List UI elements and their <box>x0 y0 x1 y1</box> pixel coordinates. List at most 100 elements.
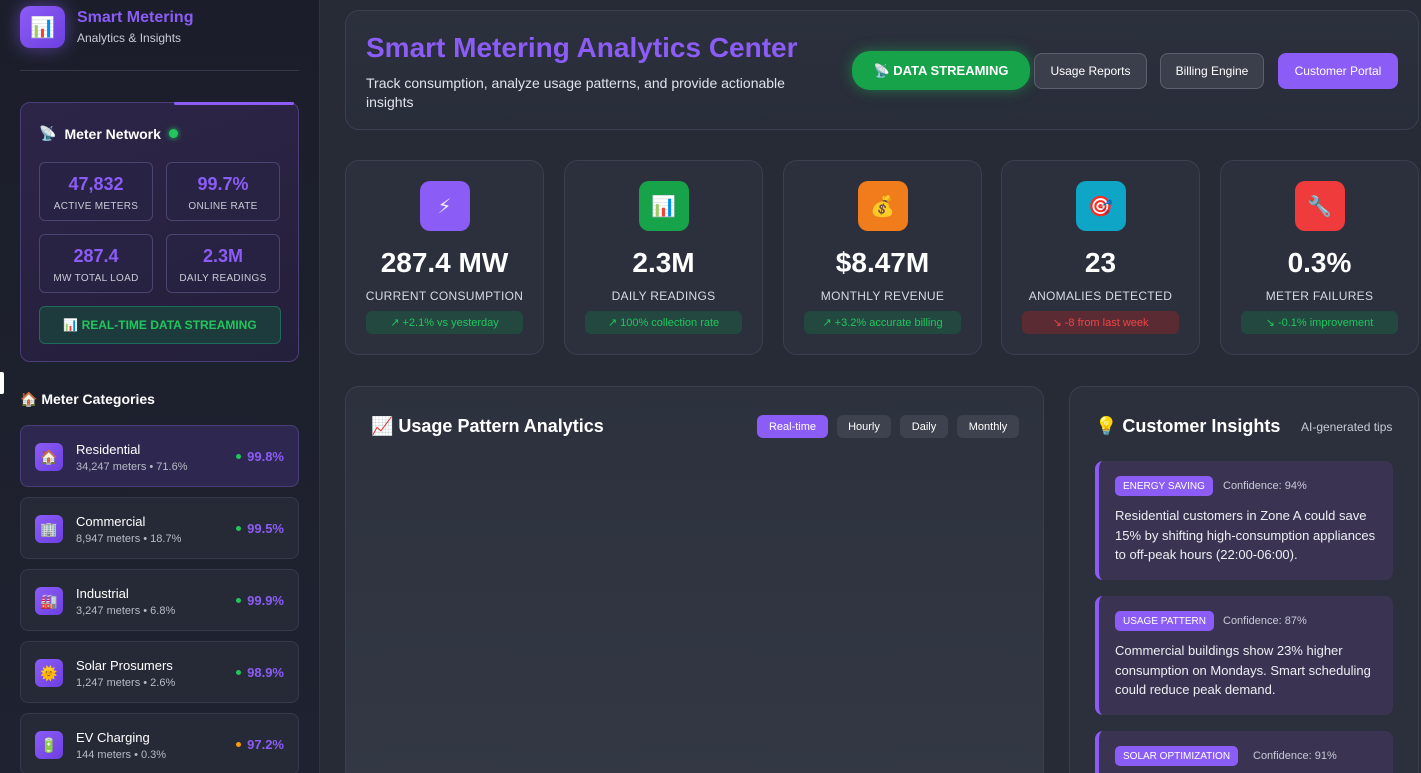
insight-confidence: Confidence: 91% <box>1253 750 1337 762</box>
insight-tag: USAGE PATTERN <box>1115 611 1214 631</box>
realtime-streaming-button[interactable]: 📊 REAL-TIME DATA STREAMING <box>39 306 281 344</box>
category-name: EV Charging <box>76 730 150 745</box>
bar-chart-icon: 📊 <box>638 181 689 231</box>
stat-label: MW TOTAL LOAD <box>53 273 139 284</box>
meter-network-title: 📡 Meter Network <box>39 125 178 142</box>
stat-online-rate: 99.7% ONLINE RATE <box>166 162 280 221</box>
category-rate-value: 97.2% <box>247 737 284 752</box>
kpi-monthly-revenue: 💰 $8.47M MONTHLY REVENUE ↗ +3.2% accurat… <box>783 160 982 355</box>
kpi-meter-failures: 🔧 0.3% METER FAILURES ↘ -0.1% improvemen… <box>1220 160 1419 355</box>
status-dot <box>236 742 242 747</box>
category-name: Residential <box>76 442 141 457</box>
tab-hourly[interactable]: Hourly <box>837 415 891 438</box>
tab-monthly[interactable]: Monthly <box>957 415 1019 438</box>
customer-portal-button[interactable]: Customer Portal <box>1278 53 1398 89</box>
house-icon: 🏠 <box>35 443 63 471</box>
category-rate-value: 99.5% <box>247 521 284 536</box>
scroll-marker <box>0 372 4 394</box>
status-dot <box>236 454 242 459</box>
kpi-current-consumption: ⚡ 287.4 MW CURRENT CONSUMPTION ↗ +2.1% v… <box>345 160 544 355</box>
kpi-value: 0.3% <box>1287 247 1352 278</box>
category-solar-prosumers[interactable]: 🌞 Solar Prosumers 1,247 meters • 2.6% 98… <box>20 641 299 703</box>
stat-active-meters: 47,832 ACTIVE METERS <box>39 162 153 221</box>
online-status-dot <box>168 129 178 138</box>
kpi-change: ↘ -0.1% improvement <box>1241 311 1398 334</box>
billing-engine-button[interactable]: Billing Engine <box>1160 53 1264 89</box>
stat-value: 2.3M <box>202 246 244 266</box>
insight-card[interactable]: USAGE PATTERN Confidence: 87% Commercial… <box>1095 596 1393 715</box>
kpi-value: 23 <box>1084 247 1117 278</box>
insight-tag: SOLAR OPTIMIZATION <box>1115 746 1239 766</box>
battery-icon: 🔋 <box>35 731 63 759</box>
category-meta: 3,247 meters • 6.8% <box>76 605 176 617</box>
card-accent-line <box>174 102 294 105</box>
lightning-icon: ⚡ <box>419 181 470 231</box>
category-meta: 8,947 meters • 18.7% <box>76 533 182 545</box>
page-description: Track consumption, analyze usage pattern… <box>366 75 785 110</box>
bar-chart-icon: 📊 <box>20 6 65 48</box>
insight-card[interactable]: ENERGY SAVING Confidence: 94% Residentia… <box>1095 461 1393 580</box>
insight-card[interactable]: SOLAR OPTIMIZATION Confidence: 91% <box>1095 731 1393 773</box>
wrench-icon: 🔧 <box>1294 181 1345 231</box>
tab-daily[interactable]: Daily <box>900 415 948 438</box>
kpi-value: 287.4 MW <box>380 247 509 278</box>
category-industrial[interactable]: 🏭 Industrial 3,247 meters • 6.8% 99.9% <box>20 569 299 631</box>
office-building-icon: 🏢 <box>35 515 63 543</box>
status-dot <box>236 670 242 675</box>
meter-network-label: Meter Network <box>64 125 161 142</box>
brand[interactable]: 📊 Smart Metering Analytics & Insights <box>20 6 193 48</box>
kpi-label: MONTHLY REVENUE <box>820 289 945 303</box>
usage-reports-button[interactable]: Usage Reports <box>1034 53 1147 89</box>
category-meta: 34,247 meters • 71.6% <box>76 461 188 473</box>
stat-total-load: 287.4 MW TOTAL LOAD <box>39 234 153 293</box>
category-residential[interactable]: 🏠 Residential 34,247 meters • 71.6% 99.8… <box>20 425 299 487</box>
category-rate-value: 99.8% <box>247 449 284 464</box>
category-meta: 1,247 meters • 2.6% <box>76 677 176 689</box>
category-ev-charging[interactable]: 🔋 EV Charging 144 meters • 0.3% 97.2% <box>20 713 299 773</box>
kpi-value: $8.47M <box>835 247 930 278</box>
usage-pattern-panel: 📈 Usage Pattern Analytics Real-time Hour… <box>345 386 1044 773</box>
sun-icon: 🌞 <box>35 659 63 687</box>
category-commercial[interactable]: 🏢 Commercial 8,947 meters • 18.7% 99.5% <box>20 497 299 559</box>
category-name: Solar Prosumers <box>76 658 173 673</box>
category-rate-value: 98.9% <box>247 665 284 680</box>
page-title: Smart Metering Analytics Center <box>366 32 798 63</box>
category-rate: 99.9% <box>236 593 284 608</box>
status-dot <box>236 598 242 603</box>
divider <box>20 70 299 71</box>
category-rate: 99.8% <box>236 449 284 464</box>
insight-tag: ENERGY SAVING <box>1115 476 1213 496</box>
stat-label: ONLINE RATE <box>188 201 258 212</box>
factory-icon: 🏭 <box>35 587 63 615</box>
stat-label: DAILY READINGS <box>179 273 267 284</box>
kpi-change: ↗ 100% collection rate <box>585 311 742 334</box>
brand-subtitle: Analytics & Insights <box>77 31 182 45</box>
target-icon: 🎯 <box>1075 181 1126 231</box>
category-rate: 97.2% <box>236 737 284 752</box>
status-dot <box>236 526 242 531</box>
insight-text: Commercial buildings show 23% higher con… <box>1115 643 1371 697</box>
kpi-change: ↗ +3.2% accurate billing <box>804 311 961 334</box>
kpi-change: ↗ +2.1% vs yesterday <box>366 311 523 334</box>
money-bag-icon: 💰 <box>857 181 908 231</box>
insight-confidence: Confidence: 87% <box>1223 615 1307 627</box>
tab-real-time[interactable]: Real-time <box>757 415 828 438</box>
kpi-label: METER FAILURES <box>1265 289 1374 303</box>
kpi-change: ↘ -8 from last week <box>1022 311 1179 334</box>
category-rate: 98.9% <box>236 665 284 680</box>
insights-subtitle: AI-generated tips <box>1301 420 1393 434</box>
stat-value: 287.4 <box>73 246 119 266</box>
customer-insights-panel: 💡 Customer Insights AI-generated tips EN… <box>1069 386 1419 773</box>
insight-confidence: Confidence: 94% <box>1223 480 1307 492</box>
stat-value: 47,832 <box>68 174 124 194</box>
brand-title: Smart Metering <box>77 9 194 26</box>
kpi-label: ANOMALIES DETECTED <box>1028 289 1173 303</box>
kpi-label: DAILY READINGS <box>611 289 716 303</box>
data-streaming-button[interactable]: 📡 DATA STREAMING <box>852 51 1030 90</box>
category-name: Commercial <box>76 514 146 529</box>
satellite-icon: 📡 <box>39 125 57 141</box>
meter-network-card: 📡 Meter Network 47,832 ACTIVE METERS 99.… <box>20 102 299 362</box>
kpi-daily-readings: 📊 2.3M DAILY READINGS ↗ 100% collection … <box>564 160 763 355</box>
kpi-label: CURRENT CONSUMPTION <box>365 289 524 303</box>
category-rate-value: 99.9% <box>247 593 284 608</box>
